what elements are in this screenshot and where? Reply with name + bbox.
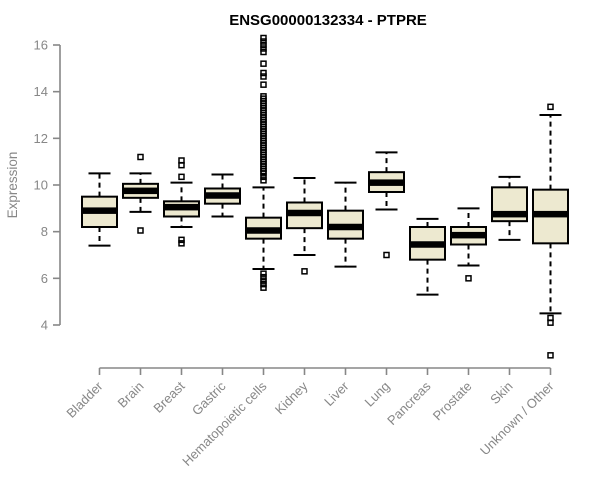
outlier-point [260,277,267,284]
outlier-point [137,153,144,161]
outlier-point [260,177,267,184]
outlier-point [260,170,267,177]
boxplot-series [81,34,569,359]
outlier-point [260,69,267,77]
outlier-point [547,319,554,326]
median-line [492,210,527,218]
median-line [369,179,404,186]
median-line [246,227,281,234]
outlier-point [260,81,267,88]
boxplot-group [491,175,528,241]
x-category-label: Unknown / Other [477,378,557,458]
outlier-point [260,60,267,67]
boxplot-group [245,34,282,291]
outlier-point [178,173,185,181]
median-line [164,203,199,211]
y-tick-label: 6 [41,271,48,286]
boxplot-group [81,172,118,247]
y-tick-label: 10 [34,177,48,192]
boxplot-group [368,151,405,259]
outlier-point [178,236,185,244]
outlier-point [465,275,472,282]
boxplot-group [409,217,446,296]
x-category-label: Brain [115,379,147,411]
outlier-point [260,34,267,42]
median-line [328,223,363,231]
x-category-label: Pancreas [384,378,434,428]
x-category-label: Prostate [430,379,475,424]
outlier-point [547,103,554,111]
boxplot-group [286,176,323,275]
x-category-label: Skin [487,379,515,407]
boxplot-group [122,153,159,234]
outlier-point [178,161,185,169]
median-line [287,209,322,217]
outlier-point [260,73,267,80]
median-line [82,207,117,214]
outlier-point [383,251,390,259]
outlier-point [137,227,144,234]
outlier-point [260,48,267,56]
outlier-point [260,270,267,277]
x-category-label: Breast [150,378,187,415]
y-tick-label: 16 [34,38,48,53]
outlier-point [260,45,267,52]
y-tick-label: 12 [34,131,48,146]
boxplot-group [532,103,569,359]
x-category-label: Gastric [189,378,229,418]
x-category-label: Bladder [63,378,106,421]
median-line [410,241,445,248]
outlier-point [260,273,267,281]
median-line [205,192,240,199]
outlier-point [178,240,185,247]
outlier-point [260,284,267,291]
y-tick-label: 8 [41,224,48,239]
outlier-point [260,38,267,45]
x-category-label: Kidney [272,378,311,417]
median-line [533,210,568,218]
x-category-label: Liver [321,378,352,409]
boxplot-group [327,181,364,268]
outlier-point [547,352,554,359]
boxplot-group [450,207,487,282]
median-line [451,231,486,239]
outlier-point [301,268,308,275]
y-axis: 4 6 8 10 12 14 16 [34,38,61,332]
boxplot-group [204,173,241,218]
chart-title: ENSG00000132334 - PTPRE [229,12,427,29]
outlier-point [260,41,267,49]
outlier-point [260,173,267,181]
x-category-label: Lung [362,379,393,410]
y-tick-label: 14 [34,84,48,99]
boxplot-group [163,157,200,247]
median-line [123,187,158,195]
y-axis-label: Expression [5,152,20,219]
y-tick-label: 4 [41,317,48,332]
outlier-point [260,280,267,288]
